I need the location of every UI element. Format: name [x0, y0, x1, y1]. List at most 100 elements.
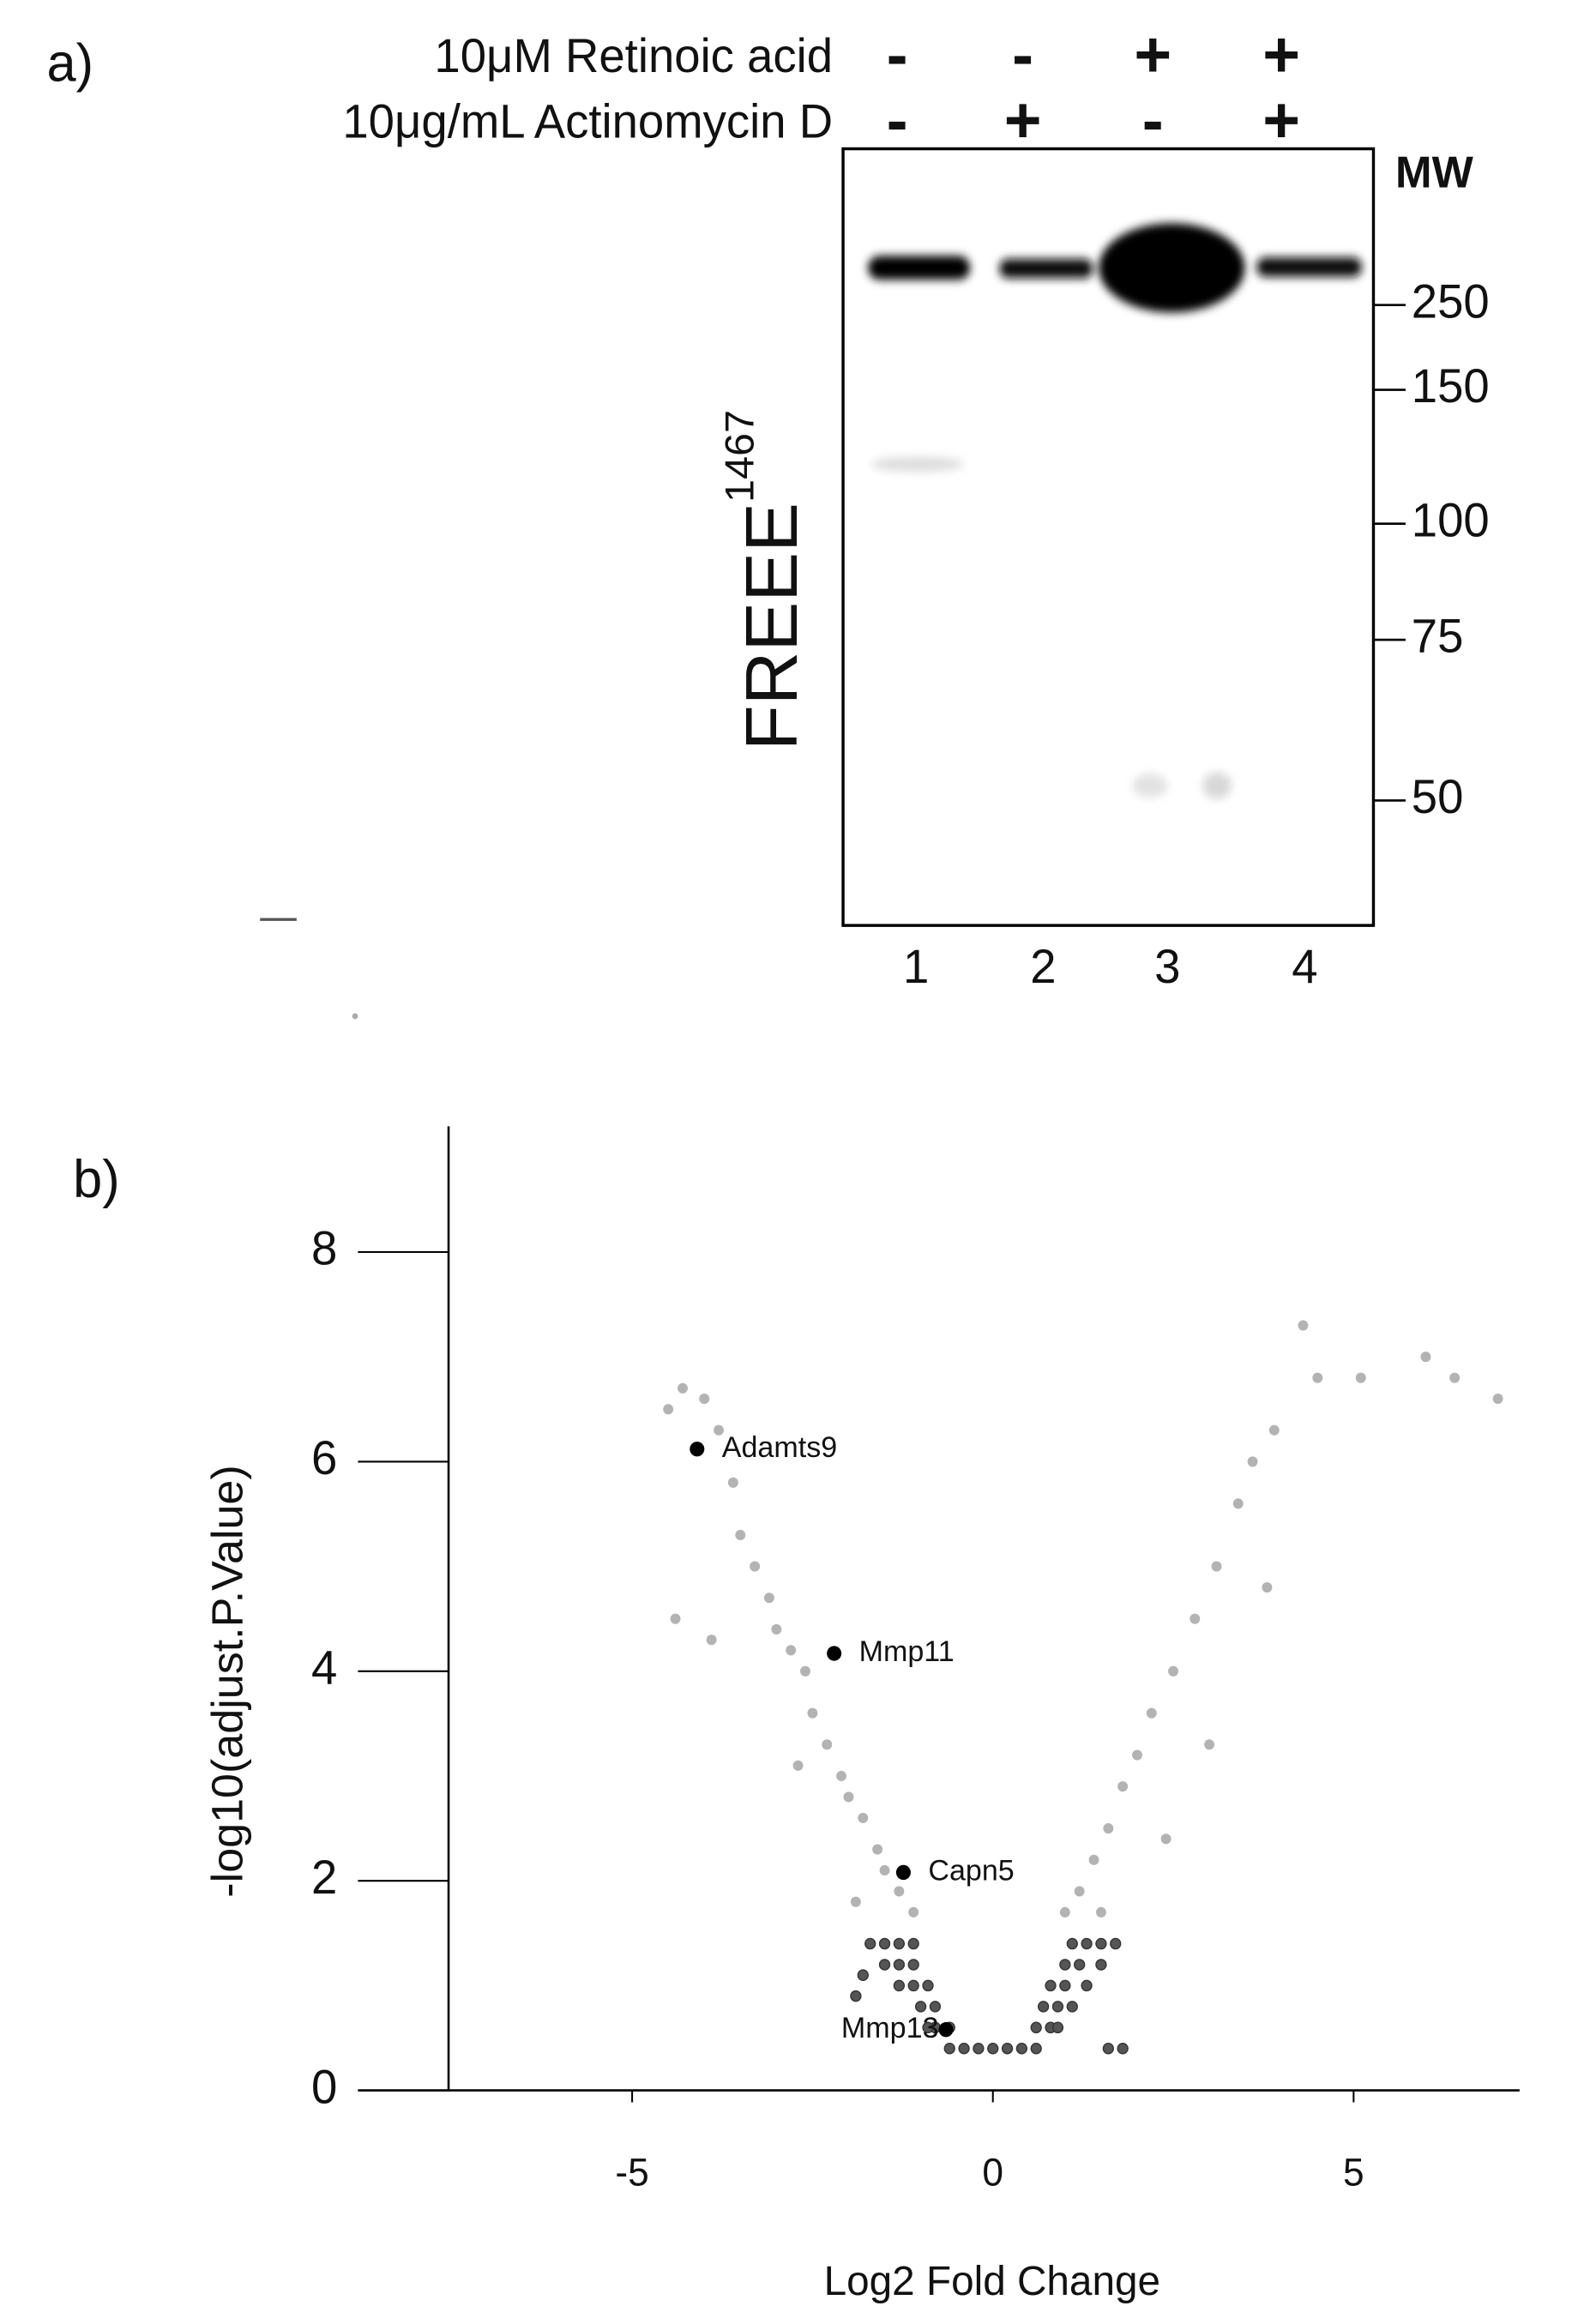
point	[850, 1990, 862, 2002]
point	[864, 1937, 876, 1950]
point	[1095, 1937, 1107, 1950]
point	[827, 1646, 842, 1661]
point	[1449, 1372, 1461, 1383]
point	[1015, 2042, 1028, 2055]
point	[1132, 1749, 1142, 1761]
point	[1045, 1979, 1057, 1992]
mw-title: MW	[1395, 147, 1473, 197]
point	[1312, 1372, 1323, 1383]
point	[1059, 1959, 1071, 1971]
point	[878, 1959, 891, 1971]
point	[800, 1665, 810, 1677]
point	[1268, 1424, 1280, 1436]
point	[872, 1844, 883, 1855]
x-axis-label: Log2 Fold Change	[824, 2258, 1160, 2304]
y-tick-label: 2	[311, 1850, 337, 1904]
point	[1037, 2001, 1050, 2013]
point	[1190, 1613, 1201, 1624]
point	[1066, 2001, 1078, 2013]
point	[1095, 1959, 1107, 1971]
point	[792, 1760, 804, 1771]
point	[1492, 1394, 1503, 1405]
point	[1051, 2021, 1064, 2034]
point-label: Mmp11	[859, 1635, 955, 1668]
point	[1262, 1581, 1273, 1593]
treatment-label: 10μg/mL Actinomycin D	[342, 94, 833, 148]
point	[1051, 2001, 1064, 2013]
treatment-label: 10μM Retinoic acid	[434, 29, 833, 83]
point	[987, 2042, 999, 2055]
point	[893, 1959, 906, 1971]
mw-label: 50	[1412, 770, 1464, 824]
point	[893, 1937, 906, 1950]
point	[858, 1812, 869, 1823]
point	[706, 1635, 717, 1646]
antibody: FREEE	[732, 503, 813, 750]
point	[907, 1959, 919, 1971]
point	[735, 1529, 746, 1541]
point	[943, 2042, 955, 2055]
point	[1059, 1906, 1070, 1918]
point	[1059, 1979, 1071, 1992]
point	[1074, 1959, 1086, 1971]
panel-label: a)	[47, 33, 94, 93]
y-tick-label: 4	[311, 1641, 337, 1695]
y-tick-label: 6	[311, 1431, 337, 1485]
point	[973, 2042, 985, 2055]
point	[1110, 1937, 1122, 1950]
lane-label: 3	[1154, 939, 1180, 993]
point	[850, 1896, 861, 1907]
mw-label: 100	[1412, 493, 1490, 547]
point	[1117, 2042, 1129, 2055]
treatment-sign: +	[1262, 84, 1300, 157]
point	[750, 1561, 761, 1572]
blot-bands	[868, 223, 1362, 799]
point	[895, 1864, 911, 1881]
treatment-sign: +	[1262, 19, 1300, 92]
point	[1030, 2021, 1042, 2034]
point	[878, 1937, 891, 1950]
point-label: Adamts9	[722, 1431, 837, 1464]
point	[914, 2001, 927, 2013]
point	[1160, 1833, 1171, 1845]
point	[922, 2021, 934, 2034]
point	[1088, 1854, 1099, 1865]
point	[1102, 2042, 1114, 2055]
point	[1298, 1320, 1309, 1331]
treatment-sign: -	[1012, 19, 1033, 92]
point-label: Capn5	[928, 1854, 1014, 1887]
point	[822, 1739, 833, 1750]
point-label: Mmp13	[841, 2012, 939, 2044]
point	[893, 1979, 906, 1992]
point	[929, 2001, 942, 2013]
point	[958, 2042, 970, 2055]
point	[763, 1592, 774, 1604]
point	[1081, 1937, 1093, 1950]
x-tick-label: -5	[615, 2152, 648, 2194]
stray-mark	[352, 1013, 358, 1020]
x-tick-label: 5	[1343, 2152, 1364, 2194]
lane-label: 1	[903, 939, 929, 993]
point	[1117, 1781, 1129, 1792]
point	[908, 1906, 919, 1918]
antibody-label: FREEE1467	[716, 410, 812, 750]
point	[938, 2022, 954, 2038]
point	[1103, 1823, 1114, 1834]
point	[786, 1645, 797, 1656]
point	[907, 1979, 919, 1992]
mw-label: 250	[1412, 274, 1490, 328]
point	[699, 1394, 710, 1405]
treatment-sign: -	[887, 84, 908, 157]
point	[1066, 1937, 1078, 1950]
panel-label: b)	[73, 1149, 120, 1209]
point	[922, 1979, 934, 1992]
y-axis-label: -log10(adjust.P.Value)	[202, 1465, 251, 1897]
point	[1001, 2042, 1014, 2055]
point	[1355, 1372, 1366, 1383]
point	[907, 1937, 919, 1950]
treatment-sign: +	[1004, 84, 1042, 157]
point	[1204, 1739, 1215, 1750]
point	[1232, 1498, 1244, 1509]
mw-label: 150	[1412, 359, 1490, 413]
point	[678, 1382, 688, 1394]
